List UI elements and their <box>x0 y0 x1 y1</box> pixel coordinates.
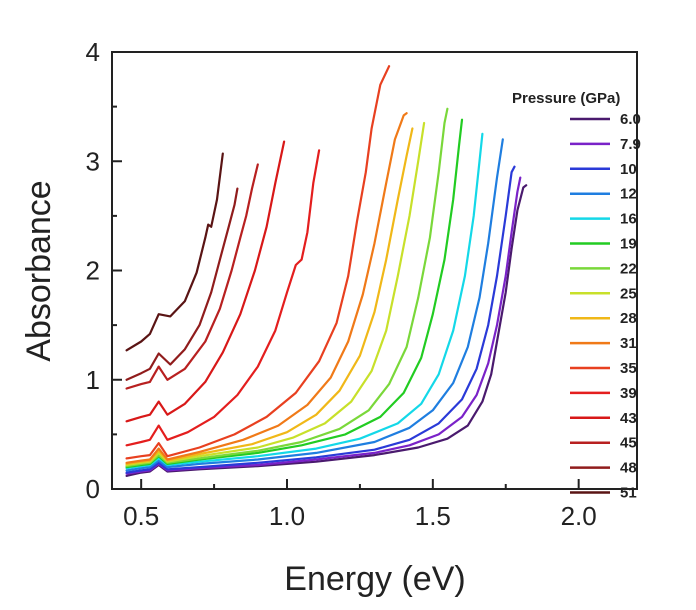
y-tick-label: 2 <box>86 256 100 286</box>
legend-title: Pressure (GPa) <box>512 90 620 107</box>
series-line-51 <box>125 152 224 352</box>
legend-label: 48 <box>620 460 637 477</box>
y-axis: 0 1 2 3 4 <box>86 37 122 504</box>
series-line-10 <box>125 165 516 474</box>
y-tick-label: 1 <box>86 365 100 395</box>
series-line-12 <box>125 138 504 472</box>
series-line-43 <box>125 140 286 423</box>
series-line-48 <box>125 187 239 381</box>
legend-label: 45 <box>620 435 637 452</box>
x-axis: 0.5 1.0 1.5 2.0 <box>123 479 597 531</box>
series-line-35 <box>125 65 391 460</box>
plot-lines <box>125 65 528 477</box>
legend-label: 16 <box>620 211 637 228</box>
series-line-39 <box>125 149 321 447</box>
x-tick-label: 2.0 <box>561 501 597 531</box>
legend-label: 22 <box>620 260 637 277</box>
y-tick-label: 0 <box>86 474 100 504</box>
legend-label: 51 <box>620 485 637 502</box>
x-tick-label: 1.0 <box>269 501 305 531</box>
series-line-31 <box>125 112 408 464</box>
legend-label: 10 <box>620 161 637 178</box>
legend-label: 28 <box>620 310 637 327</box>
legend-label: 19 <box>620 236 637 253</box>
legend-label: 12 <box>620 186 637 203</box>
legend-label: 6.0 <box>620 111 641 128</box>
series-line-22 <box>125 107 449 468</box>
legend-label: 39 <box>620 385 637 402</box>
series-line-45 <box>125 163 259 390</box>
y-tick-label: 3 <box>86 146 100 176</box>
legend-label: 25 <box>620 285 637 302</box>
x-tick-label: 0.5 <box>123 501 159 531</box>
legend: Pressure (GPa) 6.0 7.9 10 12 16 19 22 25 28 31 35 3… <box>512 90 641 502</box>
y-tick-label: 4 <box>86 37 100 67</box>
x-axis-title: Energy (eV) <box>284 560 465 598</box>
legend-label: 35 <box>620 360 637 377</box>
legend-label: 7.9 <box>620 136 641 153</box>
x-tick-label: 1.5 <box>415 501 451 531</box>
y-axis-title: Absorbance <box>20 180 58 361</box>
legend-label: 31 <box>620 335 637 352</box>
series-line-16 <box>125 132 484 470</box>
legend-label: 43 <box>620 410 637 427</box>
